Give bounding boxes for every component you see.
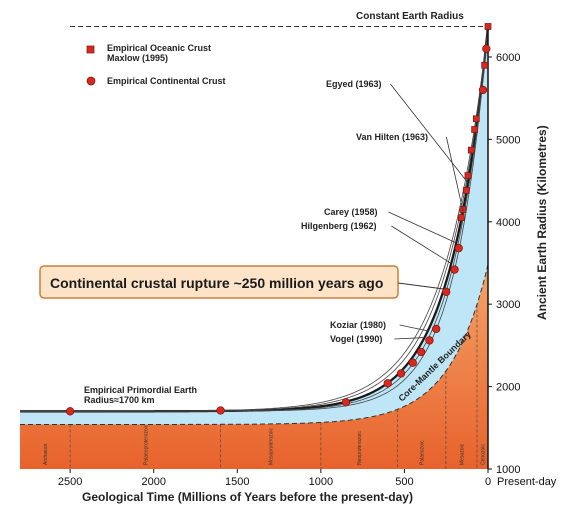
oceanic-crust-point — [484, 23, 492, 30]
x-axis-label: Geological Time (Millions of Years befor… — [82, 490, 413, 504]
continental-crust-point — [425, 336, 434, 345]
x-tick-label: 1500 — [225, 476, 249, 488]
oceanic-crust-point — [471, 126, 478, 133]
continental-crust-point — [408, 358, 417, 367]
y-axis-label: Ancient Earth Radius (Kilometres) — [535, 125, 549, 320]
y-tick-label: 6000 — [496, 52, 520, 64]
era-label: Neoproterozoic — [357, 431, 363, 465]
continental-crust-point — [216, 406, 225, 415]
core-mantle-boundary-line — [20, 264, 489, 425]
callout-pointer — [397, 282, 445, 290]
continental-crust-point — [478, 85, 488, 95]
x-tick-label: 2500 — [58, 476, 82, 488]
author-leader-line — [388, 211, 457, 244]
data-points — [65, 23, 492, 416]
author-label: Vogel (1990) — [330, 334, 382, 344]
legend: Empirical Oceanic Crust Maxlow (1995) Emp… — [86, 43, 226, 86]
author-label: Koziar (1980) — [330, 320, 386, 330]
oceanic-crust-point — [472, 115, 480, 123]
era-label: Archaean — [43, 443, 49, 465]
mantle-area — [20, 264, 488, 469]
author-leader-line — [394, 337, 425, 340]
legend-oceanic-marker — [86, 45, 95, 54]
era-label: Cenozoic — [480, 444, 486, 465]
author-label: Hilgenberg (1962) — [301, 221, 377, 231]
continental-crust-point — [383, 379, 392, 388]
y-tick-label: 2000 — [496, 382, 520, 394]
oceanic-crust-point — [481, 61, 489, 69]
era-label: Palaeoproterozoic — [143, 424, 149, 465]
continental-crust-point — [450, 265, 459, 274]
author-label: Van Hilten (1963) — [356, 132, 428, 142]
continental-crust-point — [454, 243, 463, 253]
continental-crust-point — [442, 287, 451, 296]
label-line: Radius≈1700 km — [84, 395, 154, 405]
legend-continental-label: Empirical Continental Crust — [107, 76, 226, 86]
callout-text: Continental crustal rupture ~250 million… — [50, 275, 383, 291]
continental-crust-point — [432, 324, 441, 334]
label-line: Empirical Primordial Earth — [84, 385, 197, 395]
constant-radius-label: Constant Earth Radius — [356, 11, 464, 22]
author-label: Egyed (1963) — [326, 79, 382, 89]
axes: 2500 2000 1500 1000 500 0 Present-day100020003… — [58, 52, 557, 488]
y-tick-label: 4000 — [496, 217, 520, 229]
x-present-day-label: Present-day — [497, 476, 557, 488]
continental-crust-point — [482, 44, 491, 53]
continental-crust-point — [416, 347, 426, 357]
oceanic-crust-point — [467, 146, 475, 154]
oceanic-crust-point — [462, 187, 470, 194]
chart-fill-areas — [20, 26, 488, 469]
continental-crust-point — [341, 398, 351, 407]
author-labels: Egyed (1963) Van Hilten (1963) Carey (1958… — [301, 79, 469, 344]
primordial-radius-label: Empirical Primordial Earth Radius≈1700 km — [84, 385, 197, 405]
legend-continental-marker — [86, 76, 96, 86]
x-tick-label: 1000 — [309, 476, 333, 488]
legend-oceanic-label: Empirical Oceanic Crust Maxlow (1995) — [107, 43, 211, 63]
x-tick-label: 0 — [485, 476, 491, 488]
author-leader-line — [390, 83, 469, 184]
continental-crust-point — [65, 407, 75, 416]
era-label: Mesozoic — [459, 443, 465, 465]
oceanic-crust-point — [457, 214, 465, 222]
callout-box — [39, 265, 399, 299]
y-tick-label: 3000 — [496, 299, 520, 311]
rupture-callout: Continental crustal rupture ~250 million… — [39, 265, 445, 299]
y-tick-label: 1000 — [496, 464, 520, 476]
radius-curves — [20, 24, 490, 469]
y-tick-label: 5000 — [496, 134, 520, 146]
model-radius-curve — [20, 26, 489, 412]
author-leader-line — [446, 136, 464, 211]
x-tick-label: 500 — [395, 476, 413, 488]
era-label: Mesoproterozoic — [269, 428, 275, 465]
author-leader-line — [399, 324, 428, 332]
x-tick-label: 2000 — [141, 476, 165, 488]
label-line: Empirical Oceanic Crust — [107, 43, 211, 53]
author-leader-line — [391, 225, 452, 264]
continental-crust-point — [396, 369, 406, 378]
era-label: Palaeozoic — [420, 440, 426, 465]
label-line: Maxlow (1995) — [107, 53, 168, 63]
author-label: Carey (1958) — [324, 207, 378, 217]
oceanic-crust-point — [464, 172, 472, 179]
